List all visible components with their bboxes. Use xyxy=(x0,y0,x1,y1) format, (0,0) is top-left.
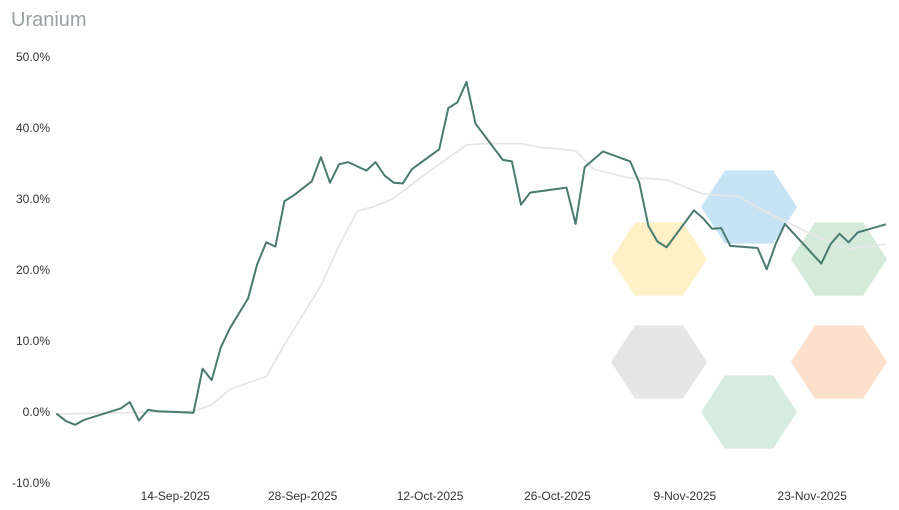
series-lines xyxy=(56,80,886,426)
hexagon-yellow xyxy=(611,222,707,296)
y-axis-ticks: 50.0% 40.0% 30.0% 20.0% 10.0% 0.0% -10.0% xyxy=(12,50,50,490)
x-axis-ticks: 14-Sep-2025 28-Sep-2025 12-Oct-2025 26-Oct-… xyxy=(141,489,848,503)
x-tick-label: 28-Sep-2025 xyxy=(268,489,338,503)
x-tick-label: 14-Sep-2025 xyxy=(141,489,211,503)
x-tick-label: 9-Nov-2025 xyxy=(653,489,716,503)
chart-title: Uranium xyxy=(11,9,87,31)
shadow-series-line xyxy=(56,142,886,415)
y-tick-label: 0.0% xyxy=(23,405,51,419)
x-tick-label: 23-Nov-2025 xyxy=(778,489,848,503)
hexagon-orange xyxy=(791,325,887,399)
y-tick-label: 40.0% xyxy=(16,121,50,135)
hexagon-gray xyxy=(611,325,707,399)
main-series-line xyxy=(56,80,886,426)
y-tick-label: 20.0% xyxy=(16,263,50,277)
hexagon-green-light xyxy=(701,375,797,449)
hexagon-blue xyxy=(701,170,797,244)
decorative-hexagons xyxy=(611,170,887,449)
y-tick-label: -10.0% xyxy=(12,476,50,490)
x-tick-label: 12-Oct-2025 xyxy=(397,489,464,503)
x-tick-label: 26-Oct-2025 xyxy=(524,489,591,503)
y-tick-label: 30.0% xyxy=(16,192,50,206)
hexagon-green xyxy=(791,222,887,296)
y-tick-label: 10.0% xyxy=(16,334,50,348)
y-tick-label: 50.0% xyxy=(16,50,50,64)
